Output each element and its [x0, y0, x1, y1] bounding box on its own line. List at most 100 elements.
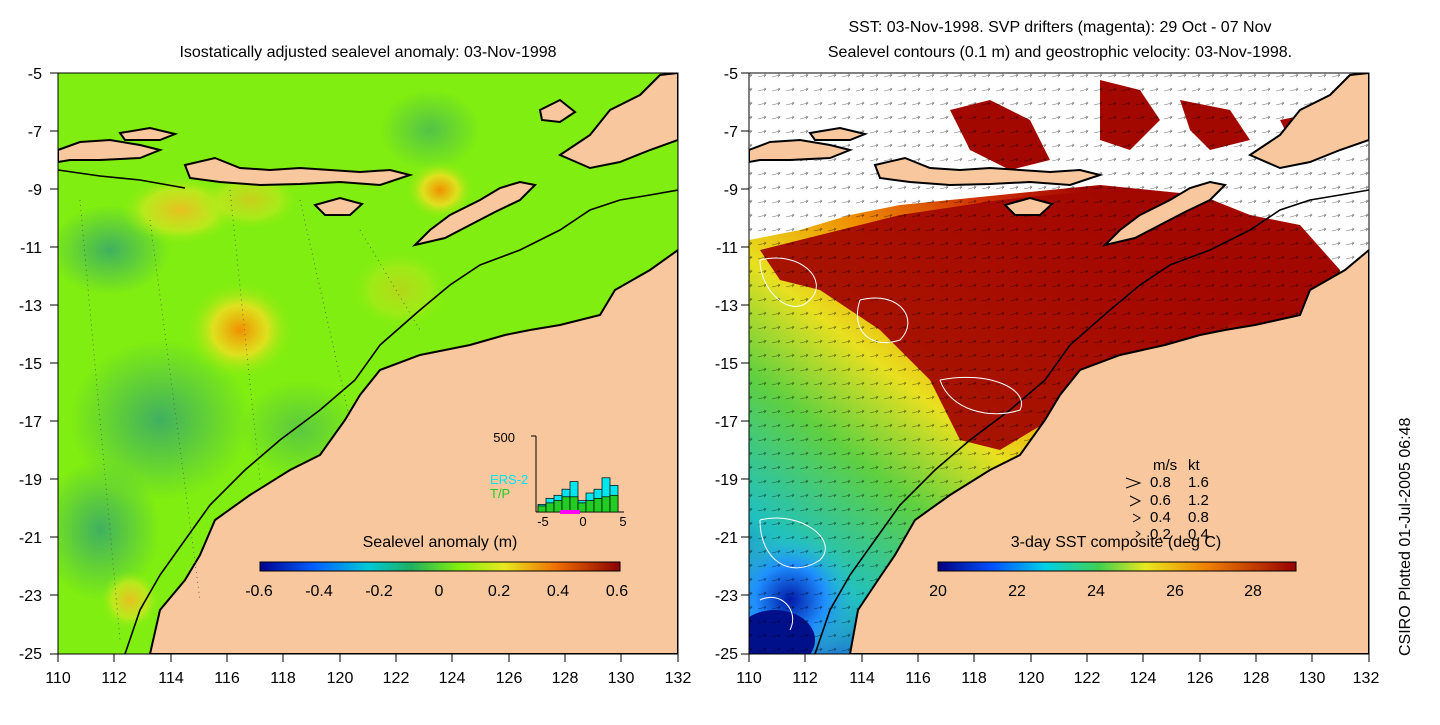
velocity-legend-kt: 0.4 [1188, 526, 1209, 543]
left-y-tick: -25 [19, 646, 42, 663]
sst-colorbar-tick: 24 [1087, 583, 1105, 600]
inset-legend-ers2: ERS-2 [490, 472, 528, 487]
left-x-tick: 122 [383, 670, 410, 687]
inset-x-tick: -5 [537, 514, 549, 529]
left-x-tick: 126 [496, 670, 523, 687]
sealevel-colorbar-label: Sealevel anomaly (m) [363, 534, 518, 551]
sst-colorbar-label: 3-day SST composite (deg C) [1011, 534, 1221, 551]
inset-x-tick: 5 [619, 514, 626, 529]
right-x-tick: 128 [1243, 670, 1270, 687]
inset-tp-bar [585, 500, 595, 513]
right-y-tick: -19 [715, 472, 738, 489]
left-y-tick: -11 [20, 240, 42, 257]
velocity-legend-kt: 1.2 [1188, 492, 1209, 509]
left-x-tick: 128 [552, 670, 579, 687]
right-panel-title-line2: Sealevel contours (0.1 m) and geostrophi… [828, 44, 1292, 61]
java-island [58, 138, 164, 164]
java-island-sst [749, 138, 854, 164]
velocity-legend-ms: 0.4 [1150, 509, 1171, 526]
velocity-legend-ms: 0.8 [1150, 474, 1171, 491]
right-y-tick: -21 [715, 530, 738, 547]
left-map-panel: Isostatically adjusted sealevel anomaly:… [19, 44, 692, 687]
left-y-tick: -19 [19, 472, 42, 489]
left-x-tick: 130 [608, 670, 635, 687]
sst-colorbar-tick: 28 [1244, 583, 1262, 600]
sst-colorbar-tick: 20 [929, 583, 947, 600]
sealevel-colorbar-tick: -0.2 [365, 583, 393, 600]
left-panel-title: Isostatically adjusted sealevel anomaly:… [179, 44, 556, 61]
right-x-tick: 130 [1299, 670, 1326, 687]
left-x-tick: 112 [101, 670, 127, 687]
right-x-tick: 118 [961, 670, 987, 687]
left-x-tick: 116 [214, 670, 240, 687]
inset-y-tick: 500 [493, 430, 515, 445]
sealevel-contours [759, 257, 1023, 631]
right-y-tick: -9 [724, 182, 738, 199]
right-x-tick: 110 [736, 670, 762, 687]
right-x-tick: 120 [1018, 670, 1045, 687]
left-x-axis: 110 112 114 116 118 120 122 124 126 128 … [45, 670, 691, 687]
right-y-tick: -5 [724, 66, 738, 83]
right-y-tick: -25 [715, 646, 738, 663]
northern-islands [557, 73, 678, 170]
velocity-legend-ms-header: m/s [1153, 457, 1177, 474]
right-x-tick: 114 [849, 670, 875, 687]
sealevel-colorbar-tick: 0.4 [547, 583, 569, 600]
right-y-tick: -23 [715, 588, 738, 605]
left-x-tick: 110 [45, 670, 71, 687]
sealevel-colorbar-tick: 0 [435, 583, 444, 600]
left-x-tick: 124 [439, 670, 466, 687]
right-y-tick: -11 [716, 240, 738, 257]
sumba-island [313, 196, 365, 216]
velocity-legend-kt-header: kt [1188, 457, 1201, 474]
left-x-tick: 132 [665, 670, 692, 687]
left-y-tick: -13 [19, 298, 42, 315]
velocity-legend-ms: 0.6 [1150, 492, 1171, 509]
right-x-tick: 112 [792, 670, 818, 687]
velocity-legend-ms: 0.2 [1150, 526, 1171, 543]
right-x-tick: 116 [905, 670, 931, 687]
drifter-period-bar [560, 510, 580, 514]
right-x-tick: 132 [1353, 670, 1380, 687]
right-x-tick: 126 [1187, 670, 1214, 687]
sst-colorbar-tick: 22 [1008, 583, 1026, 600]
velocity-legend-kt: 1.6 [1188, 474, 1209, 491]
inset-legend-tp: T/P [490, 486, 510, 501]
left-x-tick: 118 [270, 670, 296, 687]
sst-colorbar-tick: 26 [1166, 583, 1184, 600]
sealevel-colorbar-tick: -0.4 [305, 583, 333, 600]
inset-bars [537, 477, 619, 513]
left-x-tick: 114 [158, 670, 184, 687]
sst-colorbar: 3-day SST composite (deg C) 20 22 24 26 … [929, 534, 1297, 600]
right-x-tick: 124 [1130, 670, 1157, 687]
left-y-tick: -5 [28, 66, 42, 83]
right-x-axis: 110 112 114 116 118 120 122 124 126 128 … [736, 670, 1379, 687]
right-panel-title-line1: SST: 03-Nov-1998. SVP drifters (magenta)… [849, 19, 1272, 36]
australia-landmass [148, 248, 678, 654]
inset-tp-bar [561, 496, 571, 513]
inset-tp-bar [593, 497, 603, 513]
velocity-legend-kt: 0.8 [1188, 509, 1209, 526]
right-y-tick: -15 [715, 356, 738, 373]
left-x-tick: 120 [327, 670, 354, 687]
plot-stamp: CSIRO Plotted 01-Jul-2005 06:48 [1397, 418, 1414, 656]
right-y-tick: -17 [715, 414, 738, 431]
timor-island [411, 180, 538, 247]
australia-landmass-sst [848, 248, 1369, 654]
sst-field [749, 73, 1369, 654]
nusa-tenggara-islands [183, 156, 414, 187]
inset-tp-bar [569, 496, 579, 513]
left-y-tick: -21 [19, 530, 42, 547]
left-y-tick: -23 [19, 588, 42, 605]
inset-tp-bar [537, 505, 547, 513]
sealevel-colorbar-tick: -0.6 [245, 583, 273, 600]
timor-island-sst [1101, 180, 1228, 247]
left-y-tick: -15 [19, 356, 42, 373]
nusa-tenggara-islands-sst [873, 156, 1104, 187]
sealevel-colorbar-tick: 0.2 [488, 583, 510, 600]
left-y-axis: -5 -7 -9 -11 -13 -15 -17 -19 -21 -23 -25 [19, 66, 42, 663]
right-x-tick: 122 [1074, 670, 1101, 687]
data-coverage-inset: 500 ERS-2 T/P -5 0 5 [490, 430, 627, 529]
sealevel-colorbar-tick: 0.6 [606, 583, 628, 600]
